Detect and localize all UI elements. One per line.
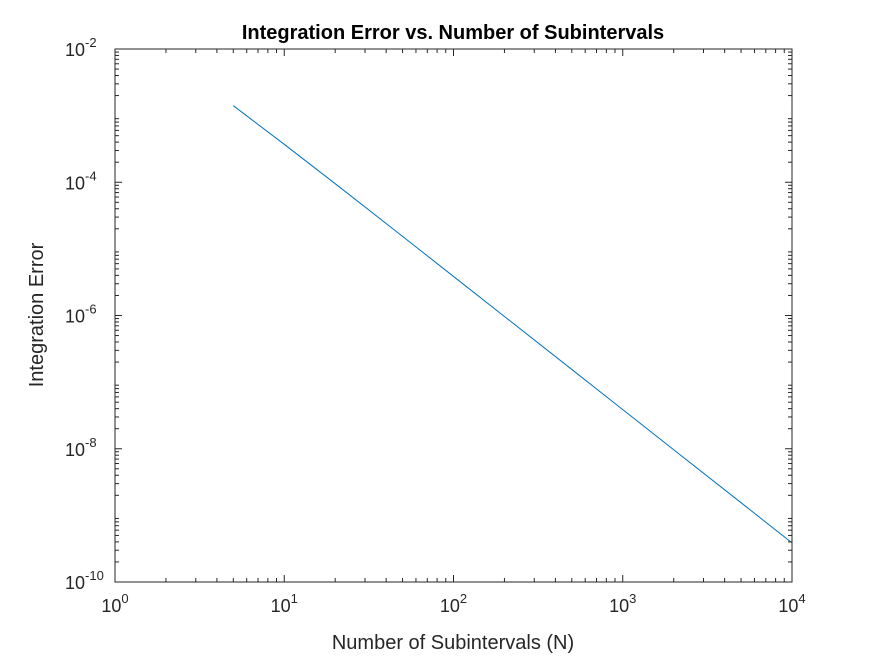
chart-title: Integration Error vs. Number of Subinter… — [242, 22, 664, 44]
x-axis-label: Number of Subintervals (N) — [332, 632, 574, 654]
series-layer — [232, 105, 793, 544]
y-tick-label: 10-4 — [65, 168, 97, 193]
series-line-1 — [232, 105, 793, 544]
y-tick-label: 10-2 — [65, 35, 97, 60]
x-tick-label: 101 — [271, 591, 298, 616]
y-axis-label: Integration Error — [26, 242, 48, 387]
y-tick-label: 10-10 — [65, 568, 104, 593]
x-tick-label: 104 — [778, 591, 805, 616]
x-tick-label: 100 — [101, 591, 128, 616]
x-tick-label: 102 — [440, 591, 467, 616]
y-tick-label: 10-6 — [65, 302, 97, 327]
plot-frame — [114, 48, 793, 583]
y-tick-label: 10-8 — [65, 435, 97, 460]
tick-layer: 100 101 102 103 104 10-10 10-8 10-6 10-4 10-2 — [65, 35, 806, 616]
x-tick-label: 103 — [609, 591, 636, 616]
